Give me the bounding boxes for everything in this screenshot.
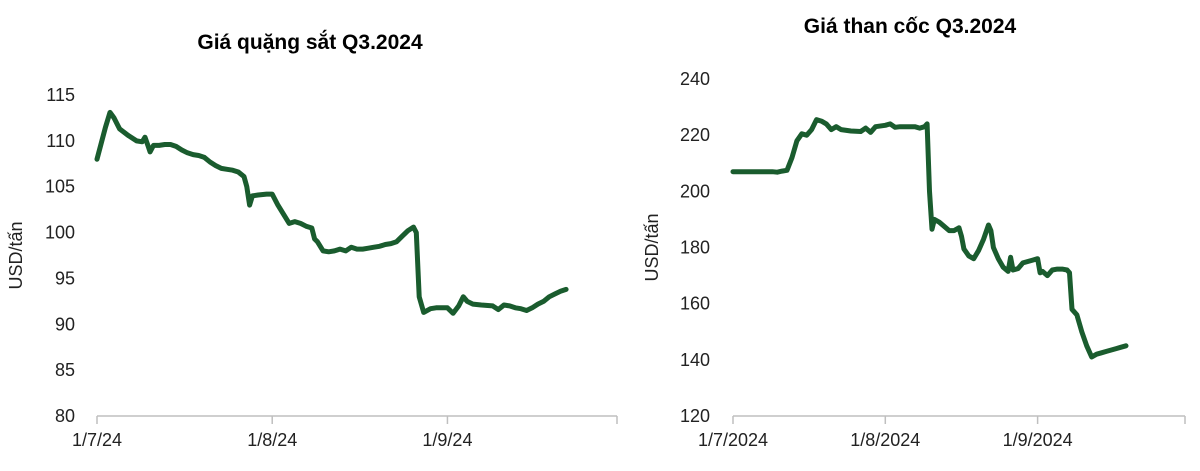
price-series-line [730, 117, 1129, 360]
y-tick-label: 100 [45, 223, 75, 243]
y-tick-label: 140 [680, 350, 710, 370]
y-tick-label: 160 [680, 294, 710, 314]
y-tick-label: 95 [55, 268, 75, 288]
x-tick-label: 1/8/2024 [850, 430, 920, 450]
y-tick-label: 180 [680, 238, 710, 258]
y-tick-label: 85 [55, 360, 75, 380]
y-tick-label: 80 [55, 406, 75, 426]
y-tick-label: 220 [680, 125, 710, 145]
x-tick-label: 1/9/24 [422, 430, 472, 450]
y-tick-label: 90 [55, 314, 75, 334]
y-tick-label: 200 [680, 181, 710, 201]
x-tick-label: 1/7/2024 [698, 430, 768, 450]
y-axis-label: USD/tấn [6, 221, 26, 289]
coking-coal-chart: Giá than cốc Q3.2024 USD/tấn 120 140 160 180 2… [642, 15, 1186, 450]
price-series-line [94, 109, 569, 316]
x-tick-label: 1/8/24 [247, 430, 297, 450]
x-tick-label: 1/9/2024 [1003, 430, 1073, 450]
y-axis-label: USD/tấn [642, 213, 662, 281]
chart-title: Giá quặng sắt Q3.2024 [197, 30, 423, 54]
y-tick-label: 240 [680, 69, 710, 89]
x-tick-label: 1/7/24 [72, 430, 122, 450]
y-tick-label: 115 [46, 85, 75, 105]
y-tick-label: 120 [680, 406, 710, 426]
chart-title: Giá than cốc Q3.2024 [804, 15, 1017, 38]
iron-ore-chart: Giá quặng sắt Q3.2024 USD/tấn 80 85 90 95 100 1… [6, 30, 618, 450]
y-tick-label: 105 [45, 177, 75, 197]
y-tick-label: 110 [46, 131, 75, 151]
